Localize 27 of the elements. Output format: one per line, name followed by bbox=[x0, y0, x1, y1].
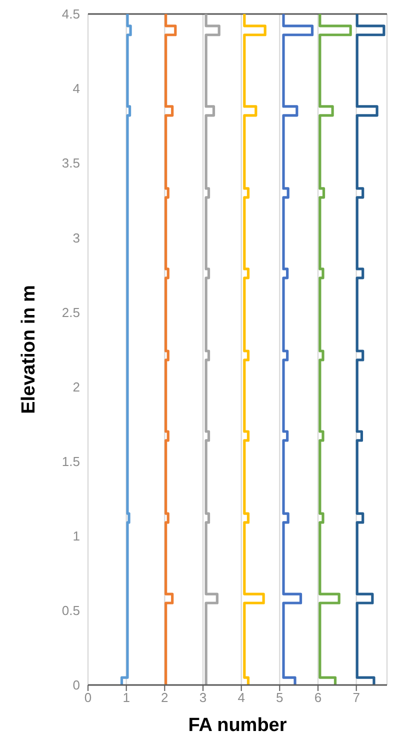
y-tick-label: 3.5 bbox=[62, 156, 80, 171]
line-series bbox=[164, 14, 177, 685]
y-tick-label: 4.5 bbox=[62, 6, 80, 22]
y-tick-label: 2.5 bbox=[62, 304, 80, 320]
line-series bbox=[204, 14, 220, 685]
y-tick-label: 3 bbox=[72, 230, 80, 246]
line-series bbox=[318, 14, 352, 685]
x-tick-label: 0 bbox=[84, 690, 92, 706]
x-tick-label: 4 bbox=[238, 690, 245, 706]
x-axis-title: FA number bbox=[188, 715, 288, 736]
line-series bbox=[243, 14, 266, 685]
x-tick-label: 2 bbox=[161, 690, 168, 706]
y-tick-label: 1 bbox=[72, 528, 80, 544]
x-tick-label: 1 bbox=[122, 690, 130, 706]
line-series bbox=[120, 14, 132, 685]
y-axis-title: Elevation in m bbox=[18, 285, 40, 414]
y-tick-label: 1.5 bbox=[62, 454, 80, 469]
x-tick-label: 3 bbox=[199, 690, 207, 706]
y-tick-label: 0 bbox=[72, 678, 80, 693]
line-series bbox=[282, 14, 314, 685]
x-tick-label: 5 bbox=[276, 690, 284, 706]
x-tick-label: 6 bbox=[314, 690, 322, 706]
x-tick-label: 7 bbox=[352, 690, 360, 706]
y-tick-label: 4 bbox=[72, 81, 80, 96]
y-tick-label: 0.5 bbox=[62, 603, 80, 618]
y-tick-label: 2 bbox=[72, 379, 80, 394]
line-series bbox=[356, 14, 386, 685]
